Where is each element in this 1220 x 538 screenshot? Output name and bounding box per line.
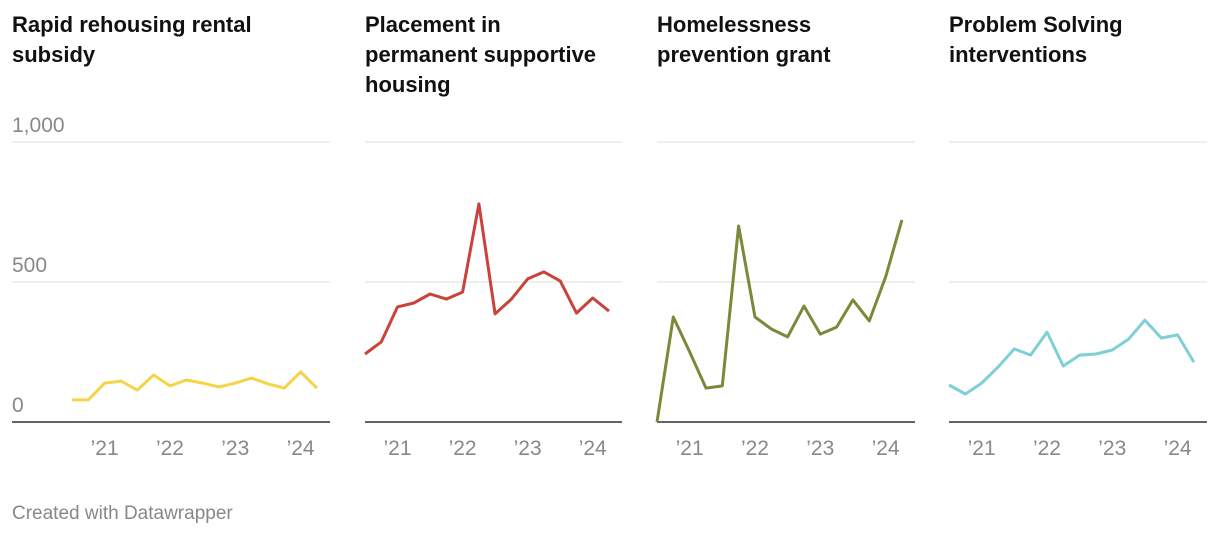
x-tick-label: ’24 — [872, 437, 900, 460]
panel-title: Rapid rehousing rental subsidy — [12, 12, 252, 67]
line — [655, 219, 904, 423]
line — [364, 202, 610, 356]
x-tick-label: ’23 — [514, 437, 542, 460]
x-tick-label: ’22 — [1033, 437, 1061, 460]
x-tick-label: ’22 — [156, 437, 184, 460]
x-tick-label: ’21 — [384, 437, 412, 460]
footer: Created with Datawrapper — [12, 503, 233, 524]
x-tick-label: ’24 — [579, 437, 607, 460]
x-tick-label: ’23 — [221, 437, 249, 460]
panel-title: Homelessness prevention grant — [657, 12, 831, 67]
x-tick-label: ’24 — [287, 437, 315, 460]
x-tick-label: ’21 — [91, 437, 119, 460]
x-tick-label: ’22 — [449, 437, 477, 460]
x-tick-label: ’23 — [806, 437, 834, 460]
y-tick-label: 0 — [12, 394, 24, 417]
x-tick-label: ’23 — [1098, 437, 1126, 460]
x-tick-label: ’22 — [741, 437, 769, 460]
line — [72, 370, 318, 402]
x-tick-label: ’21 — [968, 437, 996, 460]
y-tick-label: 500 — [12, 254, 47, 277]
panel-title: Problem Solving interventions — [949, 12, 1123, 67]
line — [948, 318, 1196, 396]
x-tick-label: ’21 — [676, 437, 704, 460]
panel-title: Placement in permanent supportive housin… — [365, 12, 597, 97]
x-tick-label: ’24 — [1164, 437, 1192, 460]
y-tick-label: 1,000 — [12, 114, 65, 137]
